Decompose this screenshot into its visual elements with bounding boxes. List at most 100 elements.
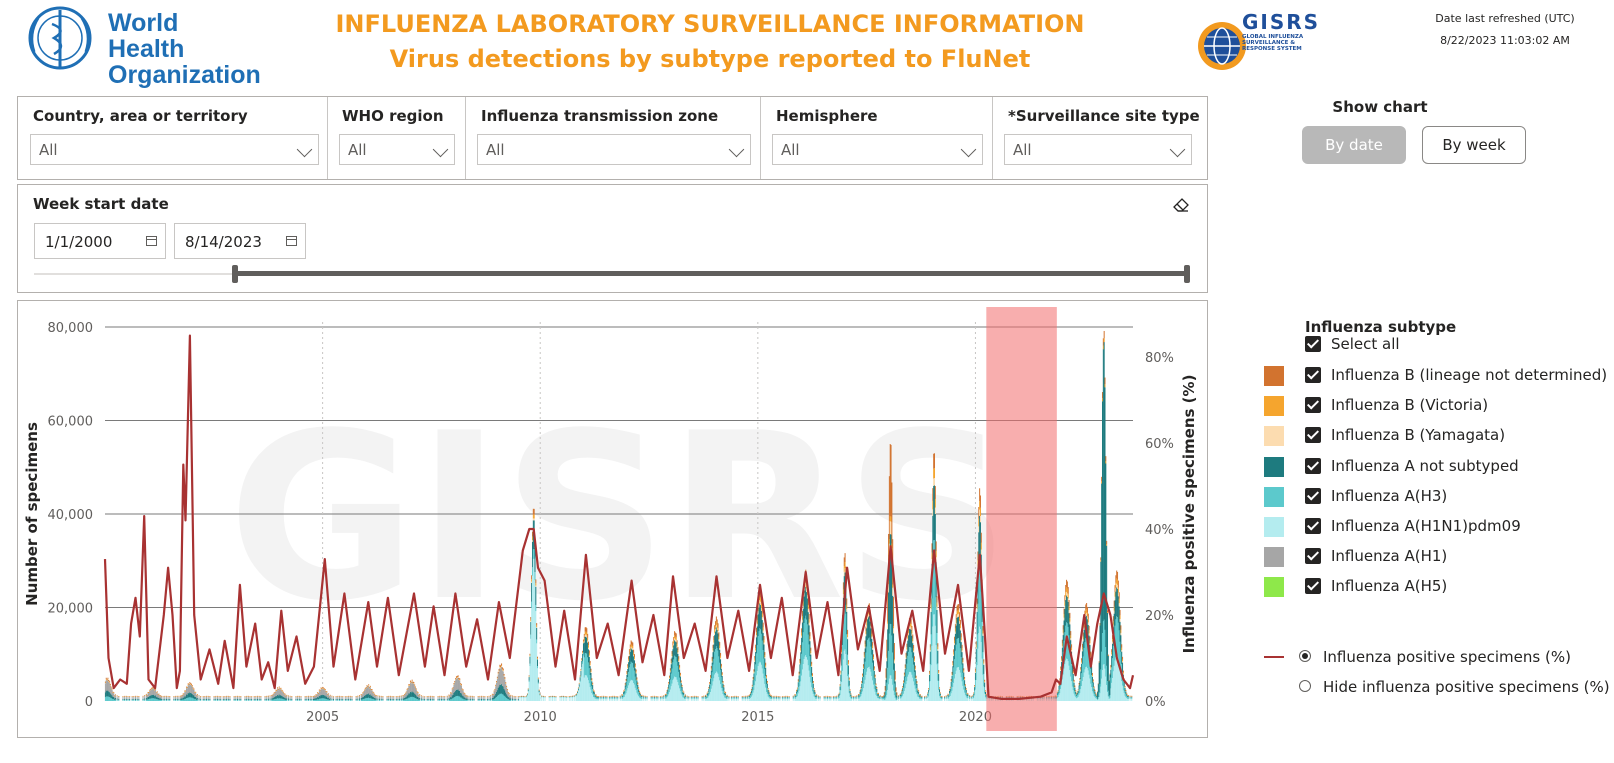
bar-segment <box>145 694 147 698</box>
bar-segment <box>639 693 641 694</box>
bar-segment <box>275 698 277 701</box>
end-date-input[interactable]: 8/14/2023 <box>174 223 306 259</box>
bar-segment <box>1088 652 1090 675</box>
bar-segment <box>291 700 293 701</box>
bar-segment <box>915 684 917 693</box>
bar-segment <box>838 698 840 701</box>
bar-segment <box>745 696 747 698</box>
bar-segment <box>639 693 641 696</box>
by-date-button[interactable]: By date <box>1302 126 1406 164</box>
bar-segment <box>665 698 667 701</box>
bar-segment <box>269 698 271 700</box>
bar-segment <box>410 692 412 698</box>
bar-segment <box>1087 622 1089 626</box>
bar-segment <box>145 694 147 695</box>
bar-segment <box>581 660 583 668</box>
bar-segment <box>181 698 183 700</box>
bar-segment <box>707 694 709 698</box>
bar-segment <box>1099 683 1101 694</box>
bar-segment <box>848 680 850 686</box>
bar-segment <box>297 698 299 700</box>
bar-segment <box>599 696 601 698</box>
date-slider-start-handle[interactable] <box>232 265 238 283</box>
country-dropdown[interactable]: All <box>30 134 319 165</box>
bar-segment <box>945 699 947 701</box>
bar-segment <box>323 689 325 690</box>
bar-segment <box>796 688 798 689</box>
bar-segment <box>105 690 107 697</box>
bar-segment <box>633 684 635 701</box>
bar-segment <box>892 652 894 685</box>
bar-segment <box>719 645 721 648</box>
date-slider-track[interactable] <box>235 271 1187 276</box>
bar-segment <box>902 688 904 692</box>
bar-segment <box>806 659 808 701</box>
bar-segment <box>772 696 774 698</box>
bar-segment <box>193 689 195 696</box>
bar-segment <box>760 664 762 701</box>
bar-segment <box>788 699 790 701</box>
bar-segment <box>455 696 457 701</box>
bar-segment <box>335 696 337 699</box>
calendar-icon[interactable] <box>146 236 157 246</box>
bar-segment <box>888 592 890 651</box>
start-date-input[interactable]: 1/1/2000 <box>34 223 166 259</box>
bar-segment <box>720 668 722 677</box>
bar-segment <box>1076 693 1078 695</box>
end-date-value: 8/14/2023 <box>185 233 262 251</box>
calendar-icon[interactable] <box>286 236 297 246</box>
bar-segment <box>506 689 508 691</box>
bar-segment <box>287 698 289 700</box>
bar-segment <box>366 685 368 686</box>
bar-segment <box>461 689 463 690</box>
bar-segment <box>772 697 774 700</box>
bar-segment <box>267 696 269 699</box>
by-week-button[interactable]: By week <box>1422 126 1526 164</box>
eraser-icon[interactable] <box>1173 197 1189 212</box>
bar-segment <box>577 687 579 689</box>
bar-segment <box>939 692 941 697</box>
bar-segment <box>847 665 849 675</box>
bar-segment <box>913 664 915 682</box>
bar-segment <box>694 696 696 698</box>
bar-segment <box>404 697 406 700</box>
bar-segment <box>247 699 249 701</box>
bar-segment <box>1086 668 1088 701</box>
bar-segment <box>604 696 606 697</box>
bar-segment <box>980 642 982 701</box>
bar-segment <box>191 685 193 694</box>
who-region-dropdown[interactable]: All <box>339 134 455 165</box>
bar-segment <box>348 699 350 701</box>
bar-segment <box>463 692 465 694</box>
bar-segment <box>883 697 885 700</box>
bar-segment <box>610 696 612 697</box>
bar-segment <box>679 682 681 692</box>
bar-segment <box>610 699 612 701</box>
bar-segment <box>1089 636 1091 641</box>
bar-segment <box>623 696 625 701</box>
bar-segment <box>646 696 648 697</box>
bar-segment <box>910 672 912 701</box>
site-type-dropdown[interactable]: All <box>1004 134 1192 165</box>
bar-segment <box>839 684 841 686</box>
date-slider-end-handle[interactable] <box>1184 265 1190 283</box>
bar-segment <box>657 696 659 698</box>
bar-segment <box>107 678 109 680</box>
hemisphere-dropdown[interactable]: All <box>772 134 983 165</box>
bar-segment <box>766 676 768 678</box>
bar-segment <box>150 695 152 699</box>
bar-segment <box>950 686 952 694</box>
bar-segment <box>759 603 761 629</box>
bar-segment <box>355 696 357 699</box>
bar-segment <box>414 687 416 695</box>
bar-segment <box>834 696 836 698</box>
bar-segment <box>150 688 152 690</box>
bar-segment <box>192 688 194 689</box>
bar-segment <box>906 647 908 650</box>
bar-segment <box>465 696 467 699</box>
bar-segment <box>746 699 748 701</box>
bar-segment <box>919 694 921 695</box>
bar-segment <box>321 689 323 696</box>
bar-segment <box>446 696 448 697</box>
transmission-zone-dropdown[interactable]: All <box>477 134 751 165</box>
